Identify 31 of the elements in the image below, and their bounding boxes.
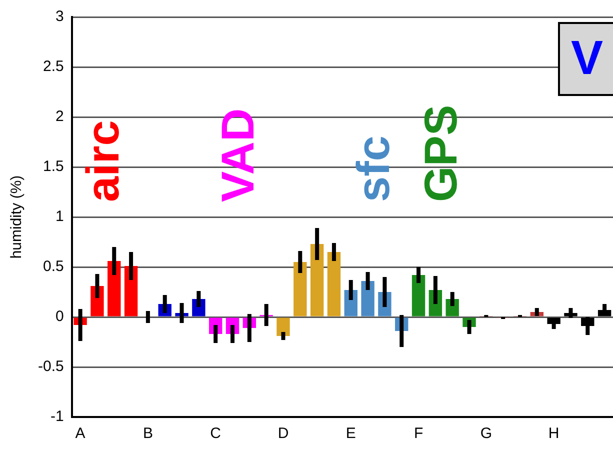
bar — [310, 244, 324, 316]
bar — [361, 281, 374, 316]
x-tick-label: E — [346, 425, 356, 442]
y-tick-label: 3 — [56, 8, 64, 26]
y-tick-label: 1 — [56, 208, 64, 226]
y-axis-title: humidity (%) — [8, 175, 26, 259]
x-tick-label: H — [548, 425, 560, 442]
x-tick-label: A — [75, 425, 86, 442]
y-tick-label: 0 — [56, 308, 64, 326]
x-tick-label: D — [278, 425, 289, 442]
y-tick-label: -1 — [50, 408, 64, 426]
text: airc — [76, 120, 128, 202]
y-tick-label: 1.5 — [42, 158, 64, 176]
x-tick-label: B — [142, 425, 153, 442]
x-tick-label: F — [414, 425, 424, 442]
bar — [108, 261, 121, 316]
bar — [294, 262, 307, 316]
y-tick-label: 0.5 — [42, 258, 64, 276]
bar — [327, 252, 341, 316]
text: sfc — [346, 136, 399, 202]
annotation: V — [570, 32, 603, 86]
y-tick-label: -0.5 — [38, 358, 64, 376]
y-tick-label: 2.5 — [42, 58, 64, 76]
x-tick-label: C — [210, 425, 222, 442]
bar — [124, 266, 138, 316]
y-tick-label: 2 — [56, 108, 64, 126]
text: VAD — [212, 108, 264, 202]
bar — [276, 318, 290, 336]
text: GPS — [414, 104, 467, 202]
x-tick-label: G — [480, 425, 492, 442]
bar — [412, 275, 426, 316]
